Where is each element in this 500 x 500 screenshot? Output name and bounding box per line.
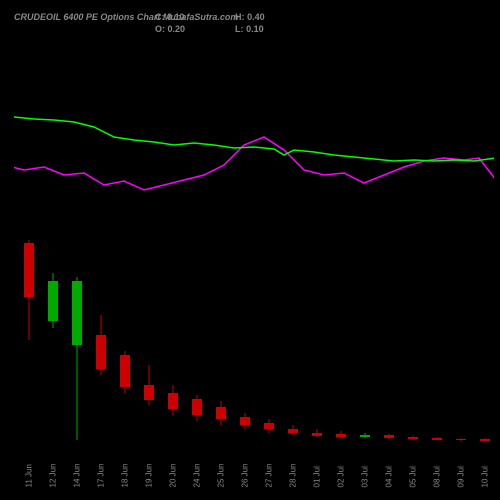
x-tick-label: 26 Jun [241, 463, 250, 487]
x-tick-label: 20 Jun [169, 463, 178, 487]
x-tick-label: 18 Jun [121, 463, 130, 487]
x-tick-label: 27 Jun [265, 463, 274, 487]
open-info: O: 0.20 [155, 24, 185, 34]
chart-canvas [14, 45, 494, 445]
x-tick-label: 12 Jun [49, 463, 58, 487]
ohlc-info: C: 0.10 H: 0.40 O: 0.20 L: 0.10 [155, 12, 265, 34]
x-tick-label: 28 Jun [289, 463, 298, 487]
x-tick-label: 24 Jun [193, 463, 202, 487]
x-tick-label: 17 Jun [97, 463, 106, 487]
x-tick-label: 09 Jul [457, 466, 466, 487]
x-tick-label: 01 Jul [313, 466, 322, 487]
x-tick-label: 10 Jul [481, 466, 490, 487]
price-chart [14, 45, 494, 445]
x-tick-label: 02 Jul [337, 466, 346, 487]
x-tick-label: 08 Jul [433, 466, 442, 487]
x-axis-labels: 11 Jun 12 Jun 14 Jun 17 Jun 18 Jun 19 Jun 20 J… [14, 442, 494, 492]
high-info: H: 0.40 [235, 12, 265, 22]
x-tick-label: 14 Jun [73, 463, 82, 487]
x-tick-label: 19 Jun [145, 463, 154, 487]
x-tick-label: 25 Jun [217, 463, 226, 487]
x-tick-label: 04 Jul [385, 466, 394, 487]
x-tick-label: 05 Jul [409, 466, 418, 487]
x-tick-label: 03 Jul [361, 466, 370, 487]
x-tick-label: 11 Jun [25, 464, 34, 487]
low-info: L: 0.10 [235, 24, 265, 34]
close-info: C: 0.10 [155, 12, 185, 22]
